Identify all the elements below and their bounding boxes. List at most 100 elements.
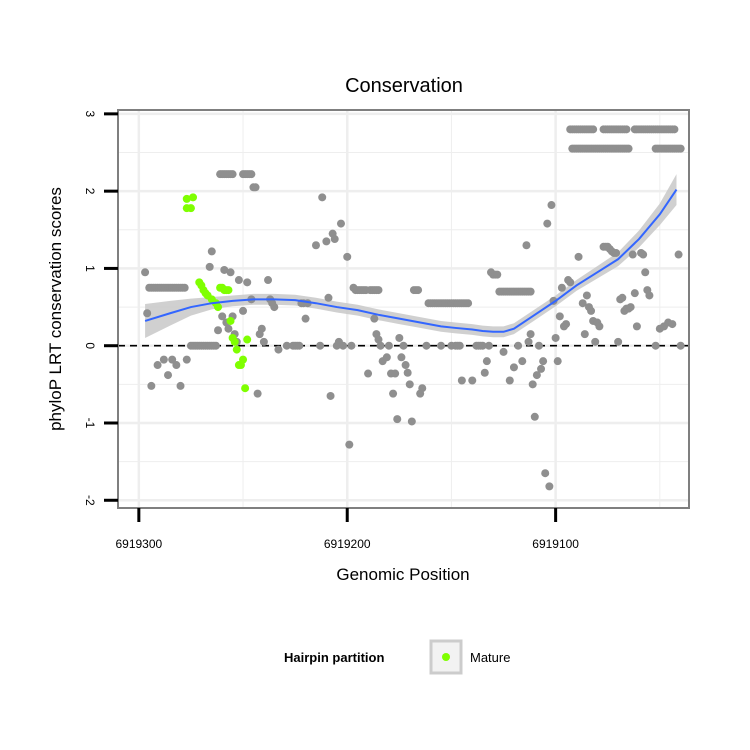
data-point — [493, 270, 502, 279]
data-point — [566, 278, 575, 287]
data-point — [347, 341, 356, 350]
data-point — [322, 237, 331, 246]
data-point — [176, 381, 185, 390]
data-point — [207, 247, 216, 256]
data-point — [674, 250, 683, 259]
data-point — [622, 125, 631, 134]
data-point — [574, 252, 583, 261]
data-point — [301, 314, 310, 323]
data-point — [374, 286, 383, 295]
data-point — [484, 341, 493, 350]
data-point — [522, 241, 531, 250]
x-axis: 6919300 6919200 6919100 — [115, 508, 579, 551]
data-point — [364, 369, 373, 378]
data-point — [482, 357, 491, 366]
data-point — [618, 293, 627, 302]
data-point — [374, 335, 383, 344]
x-tick-label: 6919200 — [324, 537, 371, 551]
data-point — [528, 380, 537, 389]
data-point — [505, 376, 514, 385]
data-point — [541, 469, 550, 478]
data-point — [270, 303, 279, 312]
data-point-mature — [239, 355, 248, 364]
data-point-mature — [241, 384, 250, 393]
data-point — [422, 341, 431, 350]
data-point — [382, 353, 391, 362]
y-tick-label: 3 — [83, 111, 97, 118]
data-point — [316, 341, 325, 350]
data-point — [239, 306, 248, 315]
data-point-mature — [214, 303, 223, 312]
panel-border — [117, 109, 690, 509]
data-point-mature — [226, 316, 235, 325]
data-point — [401, 361, 410, 370]
data-point — [234, 276, 243, 285]
data-point — [384, 341, 393, 350]
y-tick-label: 0 — [83, 342, 97, 349]
data-point — [524, 337, 533, 346]
data-point-mature — [182, 204, 191, 213]
data-point — [509, 363, 518, 372]
data-point — [257, 324, 266, 333]
data-point — [582, 291, 591, 300]
data-point — [518, 357, 527, 366]
y-axis: -2 -1 0 1 2 3 — [83, 111, 118, 506]
data-point — [405, 380, 414, 389]
data-point-mature — [189, 193, 198, 202]
data-point — [407, 417, 416, 426]
y-tick-label: 2 — [83, 188, 97, 195]
data-point — [626, 303, 635, 312]
data-point — [226, 268, 235, 277]
data-point — [480, 368, 489, 377]
data-point — [336, 219, 345, 228]
data-point — [457, 376, 466, 385]
data-point — [532, 371, 541, 380]
data-point — [651, 341, 660, 350]
data-point-mature — [230, 337, 239, 346]
data-point — [143, 309, 152, 318]
data-point — [264, 276, 273, 285]
data-point — [147, 381, 156, 390]
data-point — [545, 482, 554, 491]
data-point — [437, 341, 446, 350]
data-point — [534, 341, 543, 350]
data-point — [205, 262, 214, 271]
data-point — [389, 389, 398, 398]
data-point — [468, 376, 477, 385]
data-point — [526, 330, 535, 339]
plot-panel — [117, 109, 690, 509]
data-point — [557, 283, 566, 292]
data-point — [418, 384, 427, 393]
data-point — [612, 248, 621, 257]
data-point — [414, 286, 423, 295]
data-point — [391, 369, 400, 378]
data-point — [345, 440, 354, 449]
data-point — [595, 322, 604, 331]
data-point — [537, 364, 546, 373]
data-point — [318, 193, 327, 202]
data-point — [224, 324, 233, 333]
data-point — [182, 355, 191, 364]
data-point — [395, 333, 404, 342]
data-point — [587, 306, 596, 315]
data-point — [553, 357, 562, 366]
data-point — [676, 341, 685, 350]
data-point — [676, 144, 685, 153]
data-point — [330, 235, 339, 244]
data-point — [259, 337, 268, 346]
data-point — [624, 144, 633, 153]
data-point — [478, 341, 487, 350]
data-point — [639, 250, 648, 259]
data-point — [555, 312, 564, 321]
data-point — [578, 299, 587, 308]
data-point-mature — [182, 194, 191, 203]
legend: Hairpin partition Mature — [284, 639, 510, 675]
data-point — [376, 341, 385, 350]
data-point — [641, 268, 650, 277]
legend-key-box — [429, 639, 463, 675]
data-point — [580, 330, 589, 339]
x-axis-title: Genomic Position — [336, 565, 469, 584]
data-point — [670, 125, 679, 134]
data-point — [514, 341, 523, 350]
